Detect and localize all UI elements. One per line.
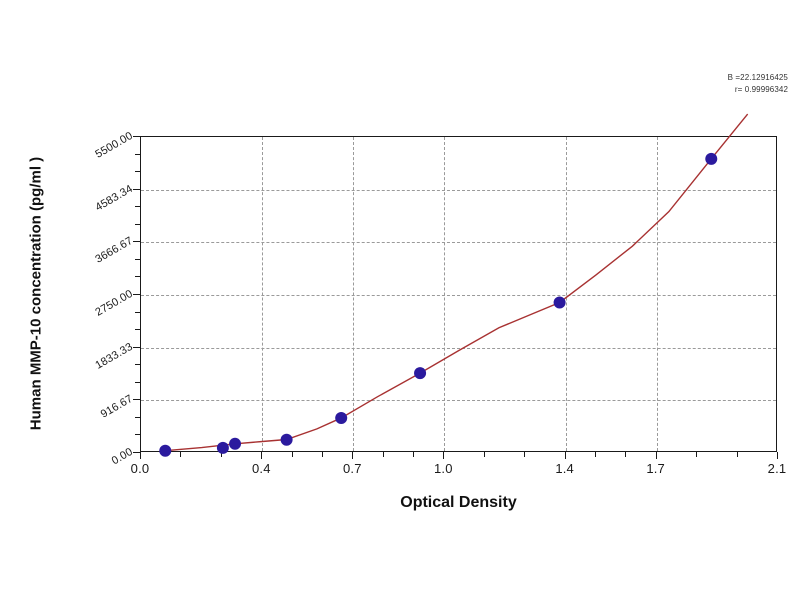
- data-point-markers: [159, 152, 718, 457]
- y-axis-minor-tick: [135, 258, 140, 260]
- gridline-horizontal: [141, 295, 776, 296]
- fit-curve-line: [165, 113, 749, 452]
- gridline-vertical: [656, 137, 658, 451]
- plot-area: [140, 113, 777, 457]
- y-axis-minor-tick: [135, 329, 140, 331]
- x-axis-title: Optical Density: [400, 494, 517, 511]
- data-point-marker: [159, 444, 172, 457]
- x-axis-tick-label: 1.4: [555, 461, 574, 476]
- x-axis-tick: [777, 452, 778, 459]
- y-axis-minor-tick: [135, 223, 140, 225]
- x-axis-minor-tick: [180, 452, 182, 457]
- data-point-marker: [414, 367, 427, 380]
- stat-r-value: r= 0.99996342: [734, 85, 788, 94]
- x-axis-minor-tick: [595, 452, 596, 457]
- y-axis-tick: [133, 294, 140, 295]
- y-axis-minor-tick: [135, 434, 140, 436]
- y-axis-minor-tick: [135, 206, 140, 208]
- x-axis-minor-tick: [483, 452, 485, 457]
- data-point-marker: [229, 437, 242, 450]
- x-axis-tick: [443, 452, 445, 459]
- y-axis-minor-tick: [135, 311, 140, 313]
- x-axis-tick: [352, 452, 354, 459]
- x-axis-tick: [261, 452, 263, 459]
- x-axis-tick-label: 0.7: [342, 461, 362, 476]
- y-axis-tick: [133, 452, 140, 453]
- y-axis-tick: [133, 241, 140, 243]
- gridline-horizontal: [141, 242, 776, 244]
- x-axis-minor-tick: [524, 452, 526, 457]
- y-axis-minor-tick: [135, 153, 140, 155]
- data-point-marker: [553, 296, 566, 309]
- x-axis-tick-label: 0.0: [130, 461, 150, 476]
- gridline-horizontal: [141, 400, 776, 402]
- gridline-vertical: [565, 137, 567, 451]
- x-axis-minor-tick: [291, 452, 293, 457]
- gridline-horizontal: [141, 347, 776, 349]
- x-axis-tick-label: 1.0: [433, 461, 453, 476]
- x-axis-tick: [655, 452, 657, 459]
- gridline-horizontal: [141, 189, 776, 191]
- gridline-vertical: [262, 137, 264, 451]
- y-axis-minor-tick: [135, 171, 140, 173]
- y-axis-minor-tick: [135, 364, 140, 366]
- x-axis-minor-tick: [322, 452, 323, 457]
- data-point-marker: [280, 433, 293, 446]
- stat-b-value: B =22.12916425: [727, 73, 788, 82]
- y-axis-minor-tick: [135, 416, 140, 418]
- y-axis-tick: [133, 399, 140, 401]
- x-axis-minor-tick: [413, 452, 414, 457]
- x-axis-tick: [564, 452, 566, 459]
- x-axis-tick-label: 2.1: [767, 461, 787, 476]
- data-series-svg: [159, 113, 749, 457]
- y-axis-minor-tick: [135, 276, 140, 278]
- x-axis-minor-tick: [625, 452, 627, 457]
- gridline-vertical: [444, 137, 446, 451]
- data-point-marker: [216, 441, 229, 454]
- x-axis-minor-tick: [736, 452, 738, 457]
- x-axis-tick-label: 1.7: [646, 461, 665, 476]
- x-axis-minor-tick: [382, 452, 384, 457]
- x-axis-minor-tick: [220, 452, 222, 457]
- x-axis-tick: [140, 452, 141, 459]
- gridline-vertical: [353, 137, 355, 451]
- data-point-marker: [335, 411, 348, 424]
- x-axis-minor-tick: [696, 452, 698, 457]
- y-axis-minor-tick: [135, 381, 140, 383]
- y-axis-tick: [133, 346, 140, 348]
- y-axis-tick: [133, 136, 140, 137]
- statistics-annotation: B =22.12916425 r= 0.99996342: [728, 72, 788, 96]
- x-axis-tick-label: 0.4: [251, 461, 271, 476]
- data-point-marker: [705, 152, 718, 165]
- y-axis-tick: [133, 188, 140, 190]
